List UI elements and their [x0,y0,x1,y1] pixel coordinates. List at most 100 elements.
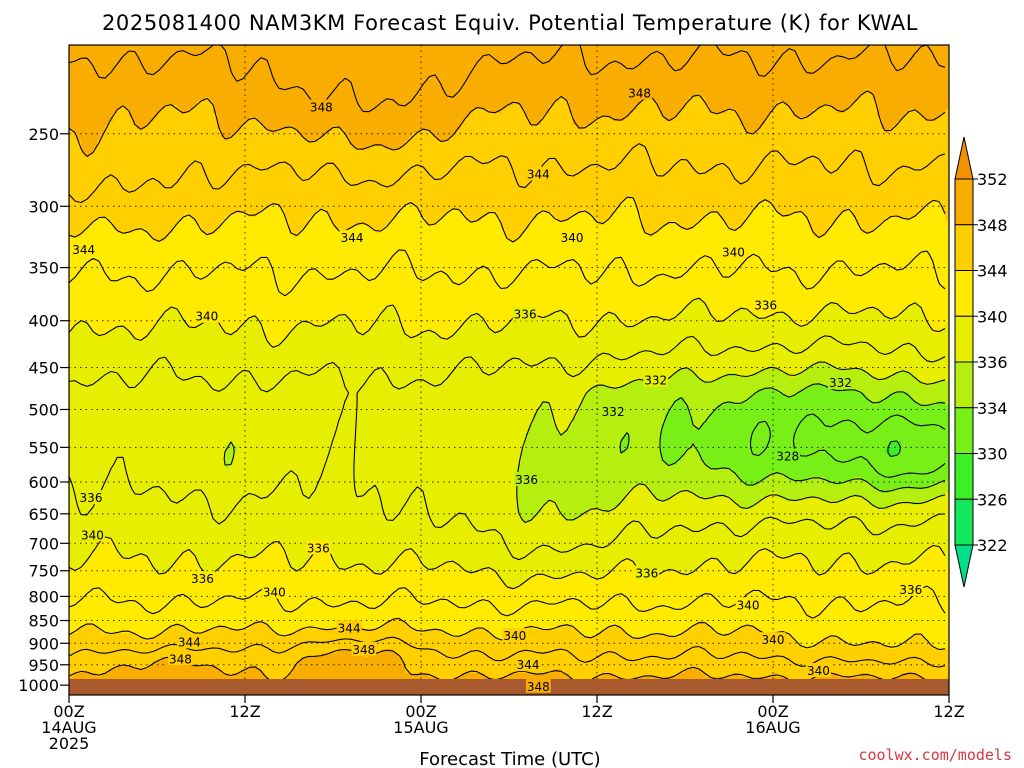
contour-label: 348 [169,652,192,666]
contour-label: 348 [527,680,550,694]
contour-label-bg [168,651,193,666]
contour-label-bg [600,403,626,418]
contour-label: 340 [807,664,830,678]
contour-label: 336 [754,299,777,313]
x-tick-label: 14AUG [41,718,96,737]
y-tick-label: 550 [28,438,59,457]
contour-344 [69,196,946,651]
contour-label: 348 [352,643,375,657]
contour-label: 340 [195,310,218,324]
contour-label: 344 [517,658,540,672]
contour-label: 332 [644,374,667,388]
colorbar-label: 336 [977,353,1008,372]
colorbar: 352 348 344 340 336 334 330 326 322 [954,136,1008,588]
contour-label: 344 [178,635,201,649]
y-tick-label: 500 [28,400,59,419]
y-tick-label: 450 [28,359,59,378]
contour-label: 344 [338,621,361,635]
contour-label-bg [190,571,215,586]
contour-label: 332 [829,376,852,390]
contour-label: 336 [307,541,330,555]
contour-label-bg [806,663,831,678]
x-tick-label: 12Z [933,702,964,721]
ground-surface [69,679,949,695]
contour-label: 328 [776,450,799,464]
x-tick-label: 16AUG [745,718,800,737]
contour-label: 344 [72,243,95,257]
credit-text[interactable]: coolwx.com/models [858,746,1012,764]
contour-label-bg [514,471,539,486]
x-tick-label: 15AUG [393,718,448,737]
contour-label-bg [525,166,551,181]
colorbar-box [954,315,974,363]
colorbar-label: 322 [977,536,1008,555]
y-tick-label: 350 [28,259,59,278]
contour-label-bg [80,527,105,542]
x-tick-label: 2025 [49,734,90,753]
contour-label-bg [760,632,786,647]
y-tick-label: 1000 [18,676,59,695]
colorbar-bottom-arrow [954,544,974,588]
chart-title: 2025081400 NAM3KM Forecast Equiv. Potent… [102,11,918,35]
colorbar-label: 334 [977,399,1008,418]
contour-label-bg [898,581,924,596]
contour-338 [69,335,946,561]
colorbar-label: 344 [977,262,1008,281]
contour-label-bg [643,372,669,387]
y-tick-label: 900 [28,634,59,653]
y-tick-label: 300 [28,197,59,216]
contour-label-bg [735,597,761,612]
y-tick-label: 250 [28,125,59,144]
colorbar-label: 352 [977,170,1008,189]
contour-label: 344 [527,168,550,182]
contour-label-bg [261,584,287,599]
contour-label-bg [515,657,541,672]
x-tick-label: 00Z [53,702,84,721]
contour-label: 340 [81,528,104,542]
contour-label: 348 [628,87,651,101]
colorbar-box [954,407,974,454]
contour-334 [619,383,946,493]
contour-label: 336 [514,308,537,322]
contour-label-bg [78,490,104,505]
contour-label-bg [71,242,97,257]
y-tick-label: 800 [28,587,59,606]
contour-label: 332 [602,405,625,419]
colorbar-label: 326 [977,490,1008,509]
contour-label-bg [305,540,331,555]
colorbar-label: 340 [977,307,1008,326]
contour-label: 344 [341,231,364,245]
colorbar-box [954,178,974,226]
contour-label: 340 [503,629,526,643]
contour-label-bg [176,634,202,649]
contour-label-bg [351,641,377,656]
y-tick-label: 700 [28,534,59,553]
temperature-field [69,45,949,695]
x-tick-label: 12Z [229,702,260,721]
x-axis-title: Forecast Time (UTC) [419,749,600,768]
contour-label-bg [336,620,362,635]
contour-label: 336 [515,473,538,487]
y-tick-label: 650 [28,505,59,524]
y-tick-label: 750 [28,562,59,581]
contour-label-bg [721,244,746,259]
contour-label-bg [828,375,853,390]
contour-label: 348 [310,100,333,114]
contour-label-bg [775,448,801,463]
plot-area: 348 348 344 344 344 340 340 340 336 336 332 332 332 3… [69,45,949,695]
contour-label-bg [559,230,585,245]
contour-label-bg [512,306,538,321]
contour-340 [69,297,946,590]
colorbar-box [954,498,974,546]
contour-label: 336 [80,491,103,505]
contour-label: 336 [899,583,922,597]
contour-label: 336 [191,572,214,586]
colorbar-label: 330 [977,445,1008,464]
colorbar-label: 348 [977,216,1008,235]
contour-label-bg [634,565,660,580]
contour-label-bg [194,308,220,323]
contour-label-bg [502,628,528,643]
plot-frame [68,44,950,696]
